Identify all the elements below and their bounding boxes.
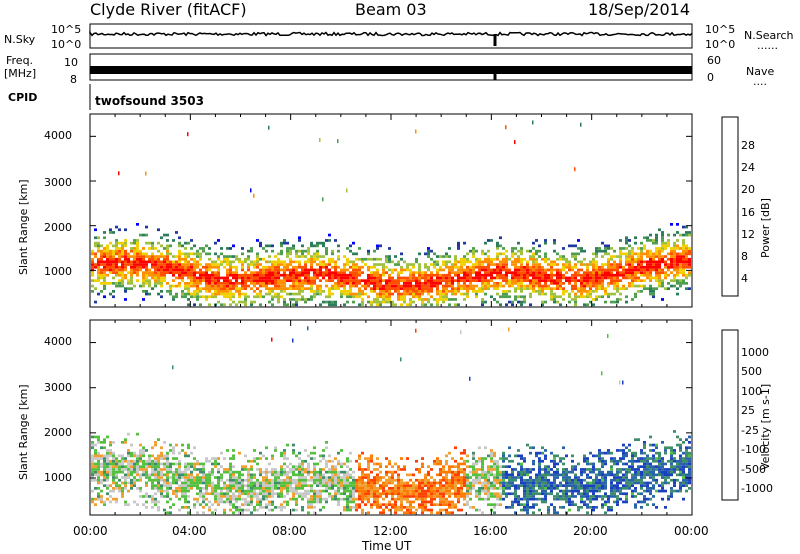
nsearch-tick-top: 10^5 — [705, 23, 736, 36]
power-cb-tick-8: 8 — [741, 250, 748, 263]
power-cb-tick-16: 16 — [741, 206, 755, 219]
velocity-cb-tick-25: 25 — [741, 404, 755, 417]
xlabel: Time UT — [362, 539, 412, 553]
cpid-label: CPID — [8, 91, 38, 104]
power-cb-tick-24: 24 — [741, 161, 755, 174]
power-ytick-4000: 4000 — [44, 129, 72, 142]
velocity-ytick-1000: 1000 — [44, 471, 72, 484]
xtick-1200: 12:00 — [373, 524, 408, 538]
power-cb-tick-4: 4 — [741, 272, 748, 285]
velocity-cb-tick-m1000: -1000 — [741, 482, 773, 495]
freq-tick-bottom: 8 — [70, 73, 77, 86]
power-cb-tick-28: 28 — [741, 139, 755, 152]
nsky-panel — [89, 23, 693, 49]
nsearch-label: N.Search — [744, 29, 794, 42]
nsky-tick-top: 10^5 — [51, 23, 82, 36]
velocity-cb-tick-m500: -500 — [741, 463, 766, 476]
xtick-2000: 20:00 — [573, 524, 608, 538]
velocity-scatter — [91, 326, 691, 515]
velocity-ytick-3000: 3000 — [44, 381, 72, 394]
xtick-0000: 00:00 — [73, 524, 108, 538]
freq-label: Freq. — [6, 54, 34, 67]
xtick-1600: 16:00 — [473, 524, 508, 538]
nsky-tick-bottom: 10^0 — [51, 38, 82, 51]
cpid-value: twofsound 3503 — [95, 94, 204, 108]
velocity-cb-tick-500: 500 — [741, 365, 762, 378]
power-cb-tick-12: 12 — [741, 228, 755, 241]
velocity-cb-tick-100: 100 — [741, 385, 762, 398]
power-scatter — [91, 120, 691, 307]
nave-tick-top: 60 — [707, 54, 721, 67]
xtick-0800: 08:00 — [272, 524, 307, 538]
freq-tick-top: 10 — [64, 56, 78, 69]
velocity-ytick-2000: 2000 — [44, 426, 72, 439]
power-ytick-3000: 3000 — [44, 176, 72, 189]
velocity-cb-tick-m100: -100 — [741, 443, 766, 456]
station-title: Clyde River (fitACF) — [90, 0, 247, 19]
nsky-label: N.Sky — [4, 33, 36, 46]
xtick-2400: 00:00 — [674, 524, 709, 538]
velocity-cb-tick-m25: -25 — [741, 424, 759, 437]
velocity-colorbar — [721, 329, 739, 501]
power-colorbar — [721, 116, 739, 297]
velocity-ytick-4000: 4000 — [44, 335, 72, 348]
freq-trace — [90, 66, 692, 74]
nave-dots: .... — [753, 75, 767, 88]
nsearch-dots: ...... — [757, 39, 778, 52]
nave-label: Nave — [746, 65, 775, 78]
date-title: 18/Sep/2014 — [588, 0, 691, 19]
nsky-trace — [89, 30, 693, 37]
power-ytick-2000: 2000 — [44, 221, 72, 234]
power-cb-tick-20: 20 — [741, 183, 755, 196]
nave-tick-bottom: 0 — [707, 71, 714, 84]
xtick-0400: 04:00 — [172, 524, 207, 538]
power-ytick-1000: 1000 — [44, 265, 72, 278]
nsearch-tick-bottom: 10^0 — [705, 38, 736, 51]
velocity-cb-tick-1000: 1000 — [741, 346, 769, 359]
beam-title: Beam 03 — [355, 0, 427, 19]
freq-unit: [MHz] — [4, 67, 37, 80]
